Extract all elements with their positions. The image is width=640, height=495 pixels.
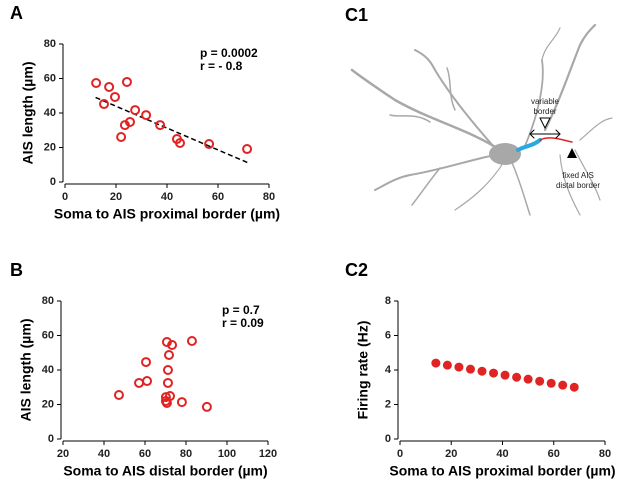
- x-tick-label: 40: [98, 448, 110, 460]
- panel-label: C2: [345, 260, 368, 280]
- panel-label: A: [10, 3, 23, 23]
- point: [454, 362, 464, 372]
- y-tick-label: 0: [48, 433, 54, 445]
- point: [130, 105, 141, 116]
- x-tick-label: 60: [139, 448, 151, 460]
- y-tick-label: 60: [42, 329, 54, 341]
- y-tick-label: 60: [44, 72, 56, 84]
- point: [167, 339, 178, 350]
- x-tick-label: 0: [62, 191, 68, 203]
- x-axis-label: Soma to AIS proximal border (µm): [54, 206, 280, 222]
- y-tick-label: 80: [44, 38, 56, 50]
- x-axis-label: Soma to AIS proximal border (µm): [389, 463, 615, 479]
- point: [99, 99, 110, 110]
- point: [546, 378, 556, 388]
- annotation: r = 0.09: [222, 316, 264, 330]
- point: [125, 116, 136, 127]
- annotation: variable: [531, 97, 560, 106]
- point: [558, 380, 568, 390]
- y-axis-label: Firing rate (Hz): [355, 321, 371, 420]
- x-axis-label: Soma to AIS distal border (µm): [63, 463, 267, 479]
- panel-label: B: [10, 260, 23, 280]
- x-tick-label: 80: [180, 448, 192, 460]
- x-tick-label: 20: [110, 191, 122, 203]
- point: [104, 81, 115, 92]
- annotation: p = 0.0002: [200, 46, 258, 60]
- x-tick-label: 20: [57, 448, 69, 460]
- y-tick-label: 0: [50, 176, 56, 188]
- y-tick-label: 40: [42, 364, 54, 376]
- x-tick-label: 120: [259, 448, 277, 460]
- point: [477, 366, 487, 376]
- point: [162, 377, 173, 388]
- point: [512, 372, 522, 382]
- point: [160, 392, 171, 403]
- y-tick-label: 4: [385, 364, 392, 376]
- point: [569, 382, 579, 392]
- y-tick-label: 80: [42, 295, 54, 307]
- y-axis-label: AIS length (µm): [20, 62, 36, 165]
- point: [500, 370, 510, 380]
- point: [109, 91, 120, 102]
- point: [165, 391, 176, 402]
- point: [91, 77, 102, 88]
- point: [201, 401, 212, 412]
- y-tick-label: 8: [385, 295, 391, 307]
- point: [431, 358, 441, 368]
- point: [163, 349, 174, 360]
- x-tick-label: 40: [496, 448, 508, 460]
- x-tick-label: 60: [548, 448, 560, 460]
- annotation: border: [533, 107, 556, 116]
- point: [535, 376, 545, 386]
- point: [175, 138, 186, 149]
- annotation: fixed AIS: [562, 171, 594, 180]
- x-tick-label: 100: [218, 448, 236, 460]
- trendline: [95, 96, 249, 164]
- point: [141, 357, 152, 368]
- y-axis-label: AIS length (µm): [18, 319, 34, 422]
- annotation: r = - 0.8: [200, 59, 243, 73]
- x-tick-label: 60: [212, 191, 224, 203]
- point: [142, 376, 153, 387]
- point: [141, 110, 152, 121]
- point: [176, 397, 187, 408]
- y-tick-label: 6: [385, 329, 391, 341]
- x-tick-label: 40: [161, 191, 173, 203]
- x-tick-label: 80: [263, 191, 275, 203]
- point: [242, 144, 253, 155]
- point: [523, 374, 533, 384]
- point: [113, 390, 124, 401]
- point: [155, 120, 166, 131]
- point: [186, 336, 197, 347]
- point: [116, 131, 127, 142]
- point: [162, 365, 173, 375]
- annotation: p = 0.7: [222, 303, 260, 317]
- panel-label: C1: [345, 5, 368, 25]
- y-tick-label: 40: [44, 107, 56, 119]
- neuron-diagram: [350, 23, 613, 216]
- y-tick-label: 20: [42, 398, 54, 410]
- point: [134, 377, 145, 388]
- point: [121, 76, 132, 87]
- point: [442, 360, 452, 370]
- x-tick-label: 0: [397, 448, 403, 460]
- point: [204, 139, 215, 150]
- x-tick-label: 20: [445, 448, 457, 460]
- point: [489, 368, 499, 378]
- x-tick-label: 80: [599, 448, 611, 460]
- y-tick-label: 20: [44, 141, 56, 153]
- annotation: distal border: [556, 181, 600, 190]
- y-tick-label: 0: [385, 433, 391, 445]
- point: [465, 364, 475, 374]
- y-tick-label: 2: [385, 398, 391, 410]
